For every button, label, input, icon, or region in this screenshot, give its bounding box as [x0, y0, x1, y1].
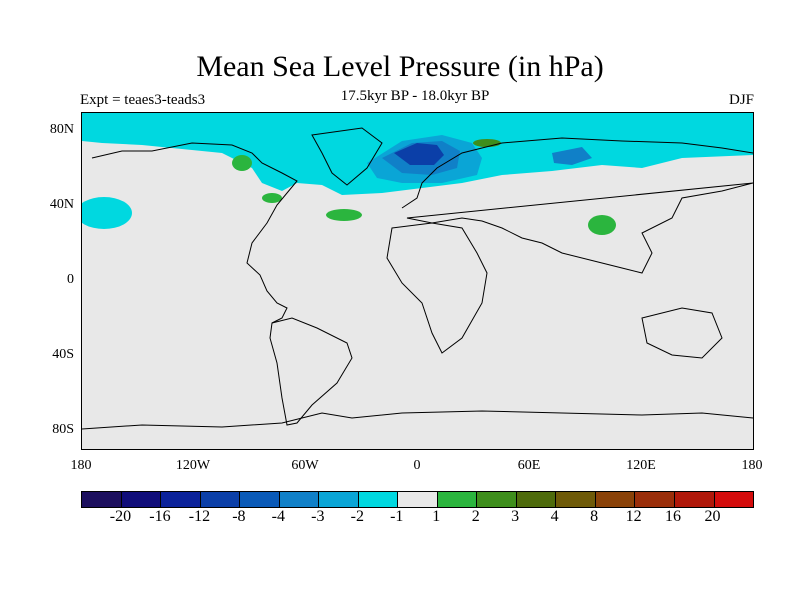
mid-atlantic-positive-blob	[326, 209, 362, 221]
colorbar-box	[82, 492, 122, 507]
africa-coast	[386, 222, 488, 354]
antarctica-coast	[82, 410, 753, 430]
lat-label-40s: 40S	[52, 347, 74, 362]
colorbar	[81, 491, 754, 508]
colorbar-tick-label: 20	[704, 508, 721, 525]
colorbar-box	[556, 492, 596, 507]
map-canvas	[82, 113, 753, 430]
siberia-low	[552, 147, 592, 165]
colorbar-box	[398, 492, 438, 507]
map-frame	[81, 112, 754, 450]
colorbar-box	[595, 492, 636, 507]
south-america-coast	[269, 317, 353, 426]
colorbar-tick-label: -20	[109, 508, 132, 525]
australia-coast	[641, 307, 723, 359]
colorbar-tick-label: -16	[149, 508, 171, 525]
north-atlantic-low-core	[394, 143, 444, 165]
colorbar-tick-label: 12	[625, 508, 642, 525]
colorbar-box	[358, 492, 399, 507]
colorbar-box	[477, 492, 517, 507]
hudson-bay-positive-blob	[232, 155, 252, 171]
figure-subtitle: 17.5kyr BP - 18.0kyr BP	[340, 88, 490, 104]
lon-label-60w: 60W	[291, 458, 319, 473]
lon-label-120w: 120W	[175, 458, 211, 473]
greenland-coast	[311, 127, 383, 186]
north-america-coast	[91, 142, 298, 324]
lon-label-180w: 180	[70, 458, 92, 473]
colorbar-tick-label: -3	[311, 508, 325, 525]
barents-positive-blob	[473, 139, 501, 147]
lat-label-40n: 40N	[49, 197, 74, 212]
colorbar-box	[279, 492, 320, 507]
eurasia-coast	[401, 137, 753, 274]
colorbar-box	[635, 492, 675, 507]
lat-label-80s: 80S	[52, 422, 74, 437]
lon-label-60e: 60E	[517, 458, 541, 473]
colorbar-tick-label: 2	[471, 508, 480, 525]
central-asia-positive-blob	[588, 215, 616, 235]
lon-label-120e: 120E	[626, 458, 656, 473]
north-pacific-negative-blob	[82, 197, 132, 229]
colorbar-tick-label: 3	[511, 508, 520, 525]
lon-label-180e: 180	[741, 458, 763, 473]
colorbar-tick-label: -1	[390, 508, 404, 525]
east-canada-positive-blob	[262, 193, 282, 203]
colorbar-box	[240, 492, 280, 507]
colorbar-tick-label: -2	[350, 508, 364, 525]
colorbar-tick-label: 1	[432, 508, 441, 525]
colorbar-box	[714, 492, 754, 507]
colorbar-box	[121, 492, 162, 507]
lon-label-0: 0	[413, 458, 421, 473]
colorbar-box	[161, 492, 201, 507]
colorbar-tick-label: -4	[271, 508, 285, 525]
colorbar-box	[516, 492, 557, 507]
season-label: DJF	[728, 92, 754, 108]
colorbar-box	[437, 492, 478, 507]
colorbar-tick-label: 16	[665, 508, 682, 525]
figure-title: Mean Sea Level Pressure (in hPa)	[196, 50, 604, 83]
colorbar-tick-label: -12	[188, 508, 211, 525]
lat-label-0: 0	[67, 272, 74, 287]
colorbar-box	[674, 492, 715, 507]
colorbar-box	[200, 492, 241, 507]
colorbar-tick-label: -8	[232, 508, 246, 525]
experiment-label: Expt = teaes3-teads3	[80, 92, 206, 108]
lat-label-80n: 80N	[49, 122, 74, 137]
colorbar-tick-label: 4	[550, 508, 559, 525]
colorbar-tick-label: 8	[590, 508, 599, 525]
colorbar-box	[319, 492, 359, 507]
coastlines	[82, 127, 753, 430]
